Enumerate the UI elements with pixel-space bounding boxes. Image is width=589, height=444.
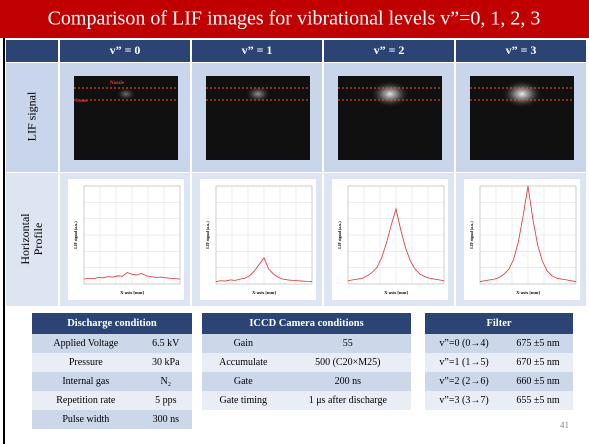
- x-axis-label: X-axis [mm]: [120, 290, 144, 295]
- condition-table: ICCD Camera conditions Gain 55 Accumulate 50…: [202, 313, 411, 410]
- table-cell: Pulse width: [32, 410, 140, 429]
- table-cell: Gate: [202, 372, 285, 391]
- row-label: LIF signal: [24, 91, 39, 142]
- signal-glow: [245, 85, 271, 103]
- table-row: Gate timing 1 μs after discharge: [202, 391, 411, 410]
- table-cell: v”=1 (1→5): [425, 353, 504, 372]
- table-cell: Accumulate: [202, 353, 285, 372]
- plot-panel: [332, 179, 448, 300]
- signal-glow: [370, 80, 410, 108]
- column-header: v” = 1: [242, 43, 273, 57]
- profile-line: [83, 272, 181, 280]
- plot-panel: [68, 179, 184, 300]
- profile-line: [215, 257, 313, 282]
- table-cell: 55: [284, 334, 411, 353]
- y-axis-label: LIF signal (a.u.): [73, 221, 78, 249]
- table-cell: Applied Voltage: [32, 334, 140, 353]
- profile-line: [479, 185, 577, 282]
- table-row: v”=2 (2→6) 660 ±5 nm: [425, 372, 573, 391]
- x-axis-label: X-axis [mm]: [516, 290, 540, 295]
- table-cell: Gain: [202, 334, 285, 353]
- table-row: Gate 200 ns: [202, 372, 411, 391]
- table-cell: Repetition rate: [32, 391, 140, 410]
- slide-title: Comparison of LIF images for vibrational…: [48, 8, 541, 30]
- title-bar: [0, 0, 589, 38]
- table-cell: 300 ns: [139, 410, 192, 429]
- table-cell: v”=3 (3→7): [425, 391, 504, 410]
- table-row: Internal gas N₂: [32, 372, 192, 391]
- table-title: Discharge condition: [32, 313, 192, 334]
- table-cell: 670 ±5 nm: [503, 353, 573, 372]
- table-row: Accumulate 500 (C20×M25): [202, 353, 411, 372]
- table-cell: 660 ±5 nm: [503, 372, 573, 391]
- table-cell: 200 ns: [284, 372, 411, 391]
- y-axis-label: LIF signal (a.u.): [337, 221, 342, 249]
- table-cell: 500 (C20×M25): [284, 353, 411, 372]
- table-row: v”=3 (3→7) 655 ±5 nm: [425, 391, 573, 410]
- image-label: Nozzle: [110, 81, 125, 86]
- table-cell: v”=0 (0→4): [425, 334, 504, 353]
- y-axis-label: LIF signal (a.u.): [205, 221, 210, 249]
- profile-line: [347, 207, 445, 282]
- table-row: Gain 55: [202, 334, 411, 353]
- x-axis-label: X-axis [mm]: [384, 290, 408, 295]
- column-header: v” = 2: [374, 43, 405, 57]
- table-cell: Internal gas: [32, 372, 140, 391]
- row-label: Horizontal Profile: [18, 189, 45, 289]
- table-title: Filter: [425, 313, 573, 334]
- table-cell: Pressure: [32, 353, 140, 372]
- header-row: [6, 40, 586, 62]
- x-axis-label: X-axis [mm]: [252, 290, 276, 295]
- table-cell: 30 kPa: [139, 353, 192, 372]
- condition-table: Discharge condition Applied Voltage 6.5 kV…: [32, 313, 192, 429]
- table-cell: N₂: [139, 372, 192, 391]
- table-row: v”=1 (1→5) 670 ±5 nm: [425, 353, 573, 372]
- table-cell: 675 ±5 nm: [503, 334, 573, 353]
- y-axis-label: LIF signal (a.u.): [469, 221, 474, 249]
- table-row: Applied Voltage 6.5 kV: [32, 334, 192, 353]
- table-cell: Gate timing: [202, 391, 285, 410]
- signal-glow: [115, 87, 137, 101]
- table-cell: 655 ±5 nm: [503, 391, 573, 410]
- table-row: Repetition rate 5 pps: [32, 391, 192, 410]
- table-row: Pressure 30 kPa: [32, 353, 192, 372]
- row-label-text: Horizontal Profile: [18, 213, 45, 265]
- signal-glow: [501, 80, 543, 108]
- plot-panel: [464, 179, 580, 300]
- plot-panel: [200, 179, 316, 300]
- table-cell: v”=2 (2→6): [425, 372, 504, 391]
- table-title: ICCD Camera conditions: [202, 313, 411, 334]
- table-cell: 1 μs after discharge: [284, 391, 411, 410]
- page-number: 41: [560, 420, 569, 430]
- image-label: Laser: [76, 99, 89, 104]
- table-row: Pulse width 300 ns: [32, 410, 192, 429]
- condition-table: Filter v”=0 (0→4) 675 ±5 nm v”=1 (1→5) 670 ±…: [425, 313, 573, 410]
- column-header: v” = 0: [110, 43, 141, 57]
- table-row: v”=0 (0→4) 675 ±5 nm: [425, 334, 573, 353]
- column-header: v” = 3: [506, 43, 537, 57]
- table-cell: 5 pps: [139, 391, 192, 410]
- table-cell: 6.5 kV: [139, 334, 192, 353]
